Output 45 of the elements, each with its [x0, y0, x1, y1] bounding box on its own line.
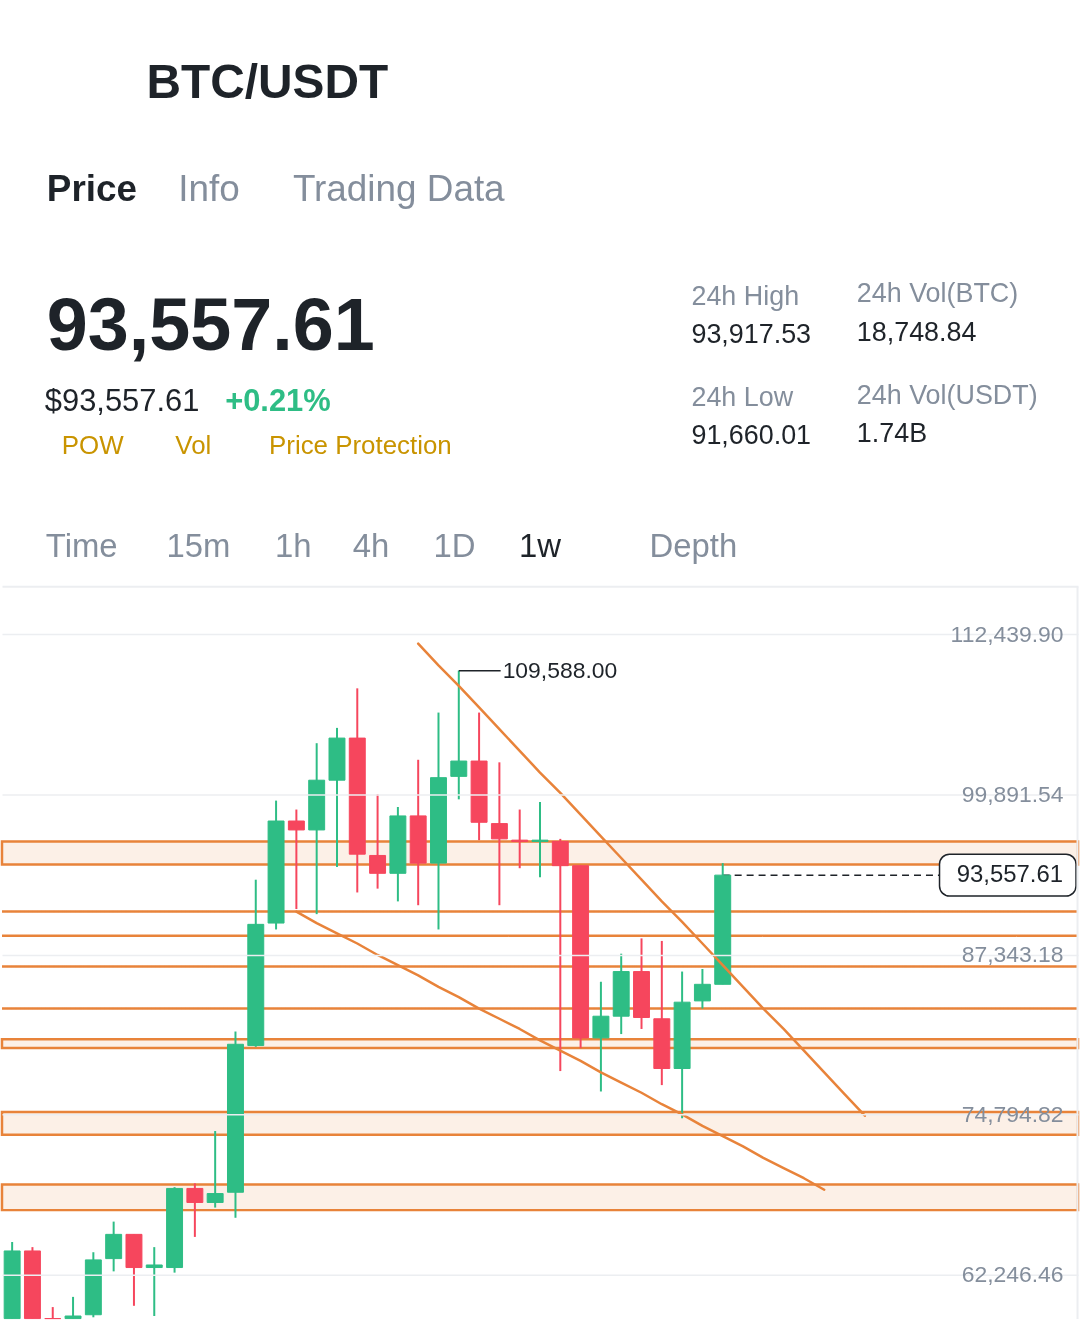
text: 24h High — [691, 281, 800, 312]
text: BTC/USDT — [146, 55, 389, 109]
text: 93,557.61 — [46, 283, 375, 367]
candlestick — [186, 1182, 204, 1238]
text: Price — [46, 167, 137, 209]
y-tick-label: 87,343.18 — [961, 940, 1064, 967]
candlestick — [206, 1130, 224, 1209]
text: 93,917.53 — [691, 319, 812, 350]
text: 1.74B — [856, 417, 928, 448]
candlestick — [490, 761, 508, 907]
annotation: 109,588.00 — [502, 656, 618, 683]
candlestick — [693, 968, 711, 1010]
text: POW — [61, 430, 125, 459]
text: Price Protection — [269, 430, 452, 459]
candlestick — [145, 1246, 163, 1318]
text: 1w — [519, 527, 562, 565]
candlestick — [287, 808, 305, 911]
text: +0.21% — [225, 382, 331, 418]
candlestick — [551, 837, 569, 1073]
text: Time — [45, 527, 118, 565]
text: 24h Low — [691, 381, 794, 412]
text: $93,557.61 — [44, 382, 200, 418]
candlestick — [450, 669, 468, 801]
candlestick — [531, 800, 549, 879]
y-tick-label: 99,891.54 — [961, 780, 1064, 807]
text: Depth — [649, 527, 738, 565]
candlestick — [64, 1295, 82, 1320]
candlestick — [592, 980, 610, 1093]
text: 15m — [166, 527, 231, 565]
text: 18,748.84 — [856, 317, 977, 348]
y-tick-label: 112,439.90 — [950, 620, 1064, 647]
text: Vol — [175, 430, 212, 459]
ref-line-label: 93,557.61 — [956, 860, 1064, 888]
text: 24h Vol(BTC) — [856, 278, 1019, 309]
text: 1h — [274, 527, 312, 565]
y-tick-label: 62,246.46 — [961, 1261, 1064, 1288]
text: 1D — [433, 527, 476, 565]
text: 4h — [352, 527, 390, 565]
text: 91,660.01 — [691, 419, 812, 450]
text: 24h Vol(USDT) — [856, 379, 1038, 410]
candlestick — [369, 793, 387, 890]
text: Trading Data — [292, 167, 506, 209]
text: Info — [178, 167, 240, 209]
candlestick — [44, 1306, 62, 1320]
candlestick — [511, 808, 529, 870]
